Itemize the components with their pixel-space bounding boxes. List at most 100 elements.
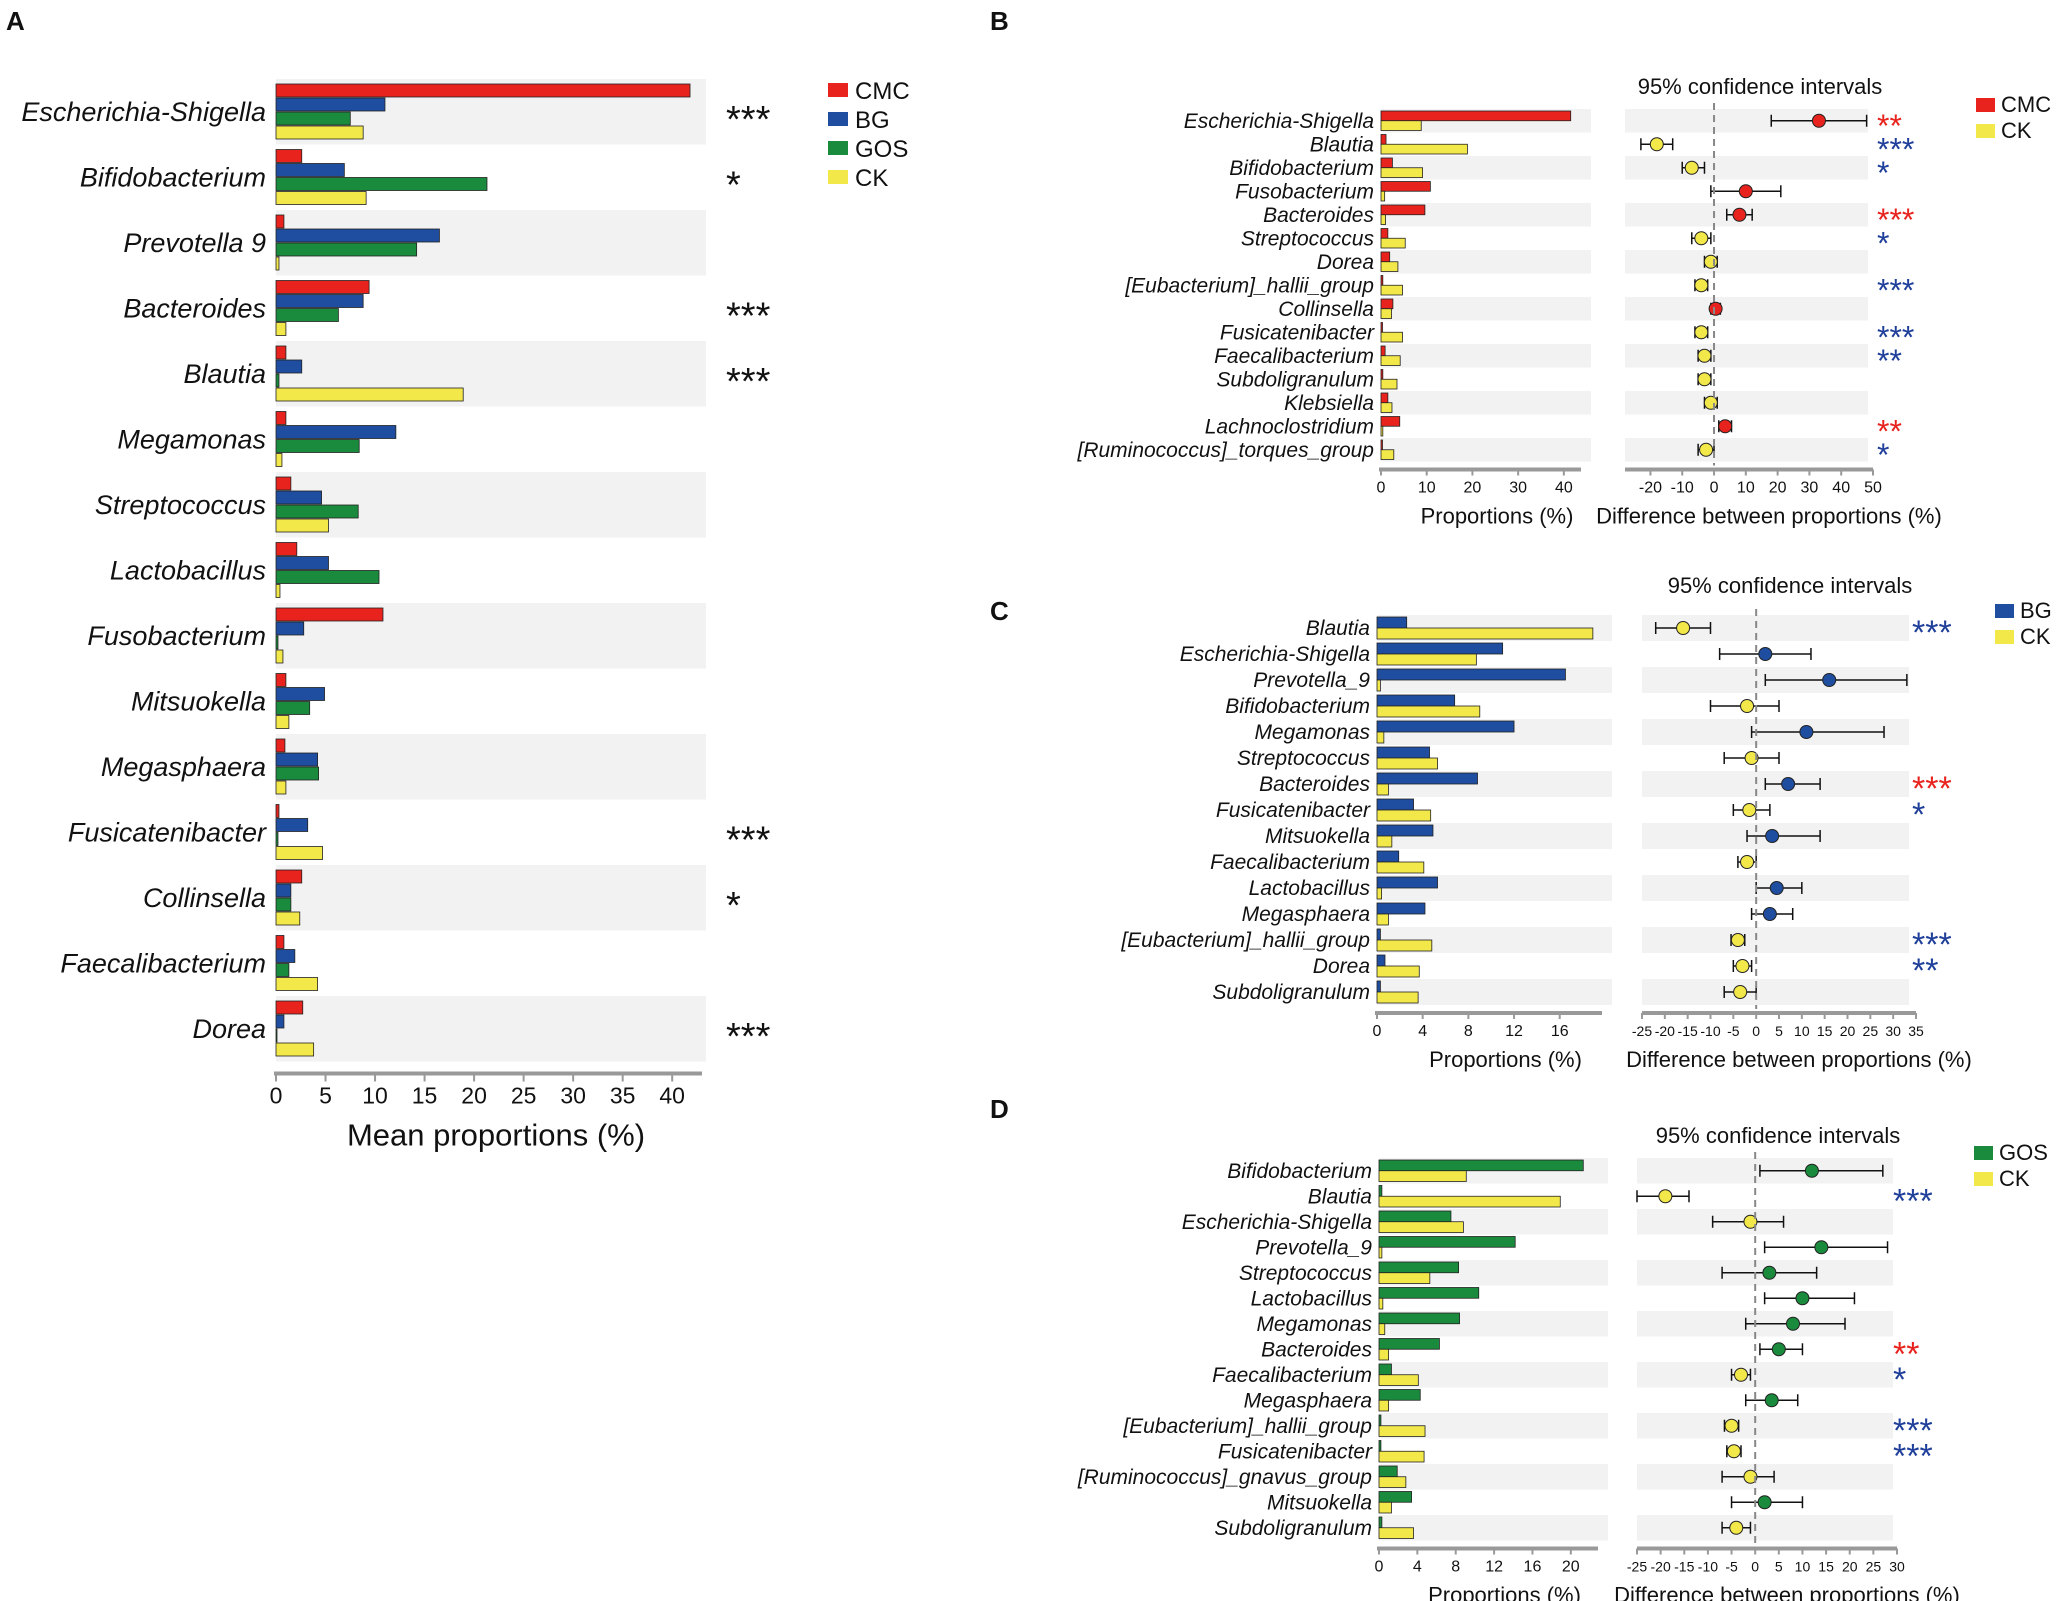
category-label: [Ruminococcus]_torques_group [1076, 439, 1374, 462]
left-x-tick-label: 16 [1551, 1023, 1569, 1040]
category-label: Bacteroides [1261, 1338, 1372, 1361]
bar-bg-dorea [1376, 954, 1386, 967]
bar-bg-escherichia-shigella [275, 97, 386, 112]
right-x-tick-label: 50 [1864, 480, 1882, 497]
bar-bg-bacteroides [275, 294, 364, 308]
diff-point [1781, 777, 1796, 791]
diff-point [1708, 301, 1723, 316]
diff-point [1743, 1469, 1758, 1484]
category-label: Bacteroides [1263, 204, 1374, 227]
bar-cmc-klebsiella [1380, 392, 1389, 404]
diff-point [1740, 855, 1755, 869]
category-label: Blautia [1308, 1185, 1372, 1208]
bar-cmc-eubacterium-hallii-group [1380, 275, 1384, 286]
diff-point [1726, 1444, 1741, 1459]
significance-mark: * [726, 885, 741, 927]
x-tick-label: 20 [461, 1083, 487, 1109]
right-x-tick-label: 0 [1751, 1559, 1759, 1575]
left-x-axis-title: Proportions (%) [1429, 1047, 1582, 1072]
category-label: Fusicatenibacter [68, 817, 267, 847]
bar-bg-escherichia-shigella [1376, 642, 1504, 655]
legend-label-ck: CK [2001, 118, 2032, 143]
bar-bg-mitsuokella [1376, 824, 1434, 837]
right-x-tick-label: -25 [1627, 1559, 1647, 1575]
bar-ck-eubacterium-hallii-group [1378, 1425, 1426, 1437]
bar-cmc-bifidobacterium [275, 149, 303, 163]
panel-label-c: C [990, 596, 1009, 626]
diff-point [1744, 751, 1759, 765]
category-label: Megamonas [1254, 721, 1370, 744]
bar-ck-bacteroides [1378, 1348, 1389, 1361]
right-x-tick-label: -5 [1727, 1023, 1740, 1039]
legend-label-ck: CK [855, 165, 888, 192]
panel-label-a: A [6, 6, 25, 36]
bar-gos-bacteroides [275, 308, 339, 322]
category-label: Lactobacillus [1251, 1287, 1373, 1310]
bar-ck-lactobacillus [1376, 887, 1382, 900]
bar-ck-prevotella-9 [1376, 679, 1381, 692]
significance-mark: *** [1877, 202, 1914, 238]
category-label: Mitsuokella [131, 686, 266, 716]
panel-d: 95% confidence intervalsBifidobacteriumB… [1077, 1123, 2048, 1601]
bar-ck-fusobacterium [1380, 190, 1386, 202]
category-label: Klebsiella [1284, 392, 1374, 415]
bar-cmc-bacteroides [275, 280, 370, 294]
bar-bg-faecalibacterium [1376, 850, 1400, 863]
legend-swatch-cmc [1976, 98, 1995, 112]
diff-point [1811, 113, 1826, 128]
bar-ck-bacteroides [1376, 783, 1389, 796]
significance-mark: * [726, 164, 741, 206]
bar-cmc-streptococcus [275, 476, 292, 491]
right-x-tick-label: -10 [1700, 1023, 1720, 1039]
right-x-tick-label: 40 [1832, 480, 1850, 497]
bar-ck-collinsella [275, 911, 301, 926]
bar-gos-subdoligranulum [1378, 1516, 1383, 1529]
bar-bg-bacteroides [1376, 772, 1478, 785]
category-label: Dorea [1317, 251, 1374, 274]
category-label: Lactobacillus [1249, 877, 1371, 900]
diff-point [1740, 699, 1755, 713]
bar-gos-escherichia-shigella [275, 111, 351, 126]
legend-swatch-ck [1995, 630, 2014, 644]
bar-bg-subdoligranulum [1376, 980, 1381, 993]
bar-ck-ruminococcus-gnavus-group [1378, 1476, 1407, 1488]
left-x-tick-label: 4 [1413, 1559, 1422, 1576]
bar-ck-faecalibacterium [1380, 355, 1401, 366]
bar-cmc-mitsuokella [275, 673, 287, 687]
x-tick-label: 40 [659, 1083, 685, 1109]
significance-mark: *** [1893, 1182, 1933, 1220]
right-x-tick-label: 30 [1885, 1023, 1901, 1039]
category-label: Escherichia-Shigella [1182, 1211, 1372, 1234]
bar-ck-megamonas [275, 453, 283, 467]
right-x-tick-label: 35 [1908, 1023, 1924, 1039]
significance-mark: * [1912, 796, 1925, 834]
category-label: [Eubacterium]_hallii_group [1124, 274, 1374, 297]
left-x-tick-label: 30 [1509, 480, 1527, 497]
right-x-tick-label: 0 [1752, 1023, 1760, 1039]
category-label: Blautia [1306, 617, 1370, 640]
bar-bg-mitsuokella [275, 687, 325, 701]
bar-ck-escherichia-shigella [1376, 653, 1477, 666]
significance-mark: *** [1912, 614, 1952, 652]
category-label: Bacteroides [1259, 773, 1370, 796]
category-label: Prevotella 9 [123, 228, 266, 258]
legend-label-bg: BG [855, 107, 890, 134]
row-band-left [1381, 203, 1591, 227]
bar-ck-escherichia-shigella [275, 125, 364, 140]
category-label: Bifidobacterium [1229, 157, 1374, 180]
category-label: Fusobacterium [87, 621, 266, 651]
right-x-tick-label: -20 [1651, 1559, 1671, 1575]
legend-label-cmc: CMC [2001, 92, 2051, 117]
category-label: Escherichia-Shigella [21, 97, 266, 127]
bar-gos-megasphaera [275, 766, 319, 781]
x-tick-label: 35 [610, 1083, 636, 1109]
bar-gos-megamonas [275, 439, 360, 453]
legend-label-ck: CK [2020, 624, 2051, 649]
diff-point [1697, 372, 1712, 387]
bar-gos-prevotella-9 [275, 242, 418, 257]
bar-ck-fusicatenibacter [1376, 809, 1432, 822]
bar-ck-eubacterium-hallii-group [1376, 939, 1433, 952]
row-band [276, 865, 706, 931]
bar-ck-fusobacterium [275, 649, 284, 664]
